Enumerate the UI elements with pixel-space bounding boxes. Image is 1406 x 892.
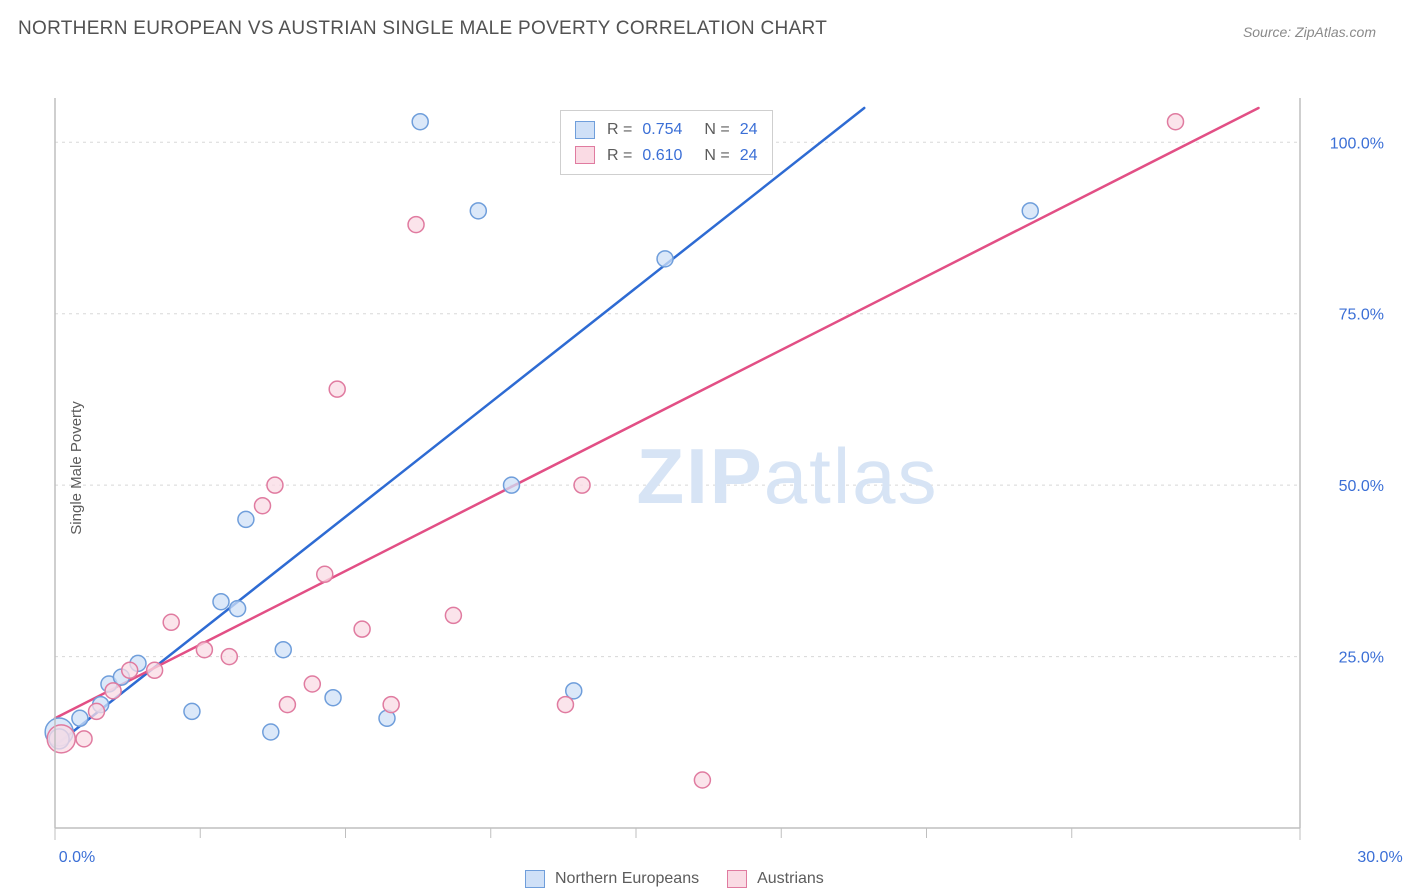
legend-row: R = 0.610 N = 24: [575, 143, 758, 169]
svg-text:50.0%: 50.0%: [1339, 478, 1384, 495]
legend-swatch: [575, 146, 595, 164]
series-legend-item: Austrians: [727, 870, 824, 888]
legend-row: R = 0.754 N = 24: [575, 117, 758, 143]
svg-text:25.0%: 25.0%: [1339, 650, 1384, 667]
svg-text:100.0%: 100.0%: [1330, 135, 1384, 152]
chart-title: NORTHERN EUROPEAN VS AUSTRIAN SINGLE MAL…: [18, 18, 827, 40]
r-value: 0.610: [642, 143, 682, 169]
series-name: Austrians: [757, 870, 824, 888]
correlation-legend: R = 0.754 N = 24 R = 0.610 N = 24: [560, 110, 773, 175]
svg-text:0.0%: 0.0%: [59, 849, 95, 866]
n-label: N =: [704, 117, 729, 143]
source-value: ZipAtlas.com: [1295, 24, 1376, 40]
chart-header: NORTHERN EUROPEAN VS AUSTRIAN SINGLE MAL…: [0, 0, 1406, 48]
n-value: 24: [740, 143, 758, 169]
series-legend-item: Northern Europeans: [525, 870, 699, 888]
source-label: Source:: [1243, 24, 1295, 40]
svg-text:30.0%: 30.0%: [1357, 849, 1402, 866]
series-name: Northern Europeans: [555, 870, 699, 888]
legend-swatch: [575, 121, 595, 139]
r-label: R =: [607, 143, 632, 169]
n-value: 24: [740, 117, 758, 143]
svg-text:75.0%: 75.0%: [1339, 307, 1384, 324]
r-value: 0.754: [642, 117, 682, 143]
svg-text:ZIPatlas: ZIPatlas: [636, 432, 938, 520]
legend-swatch: [727, 870, 747, 888]
chart-area: Single Male Poverty 25.0%50.0%75.0%100.0…: [0, 48, 1406, 888]
n-label: N =: [704, 143, 729, 169]
r-label: R =: [607, 117, 632, 143]
series-legend: Northern Europeans Austrians: [525, 870, 824, 888]
legend-swatch: [525, 870, 545, 888]
source-credit: Source: ZipAtlas.com: [1243, 24, 1376, 40]
